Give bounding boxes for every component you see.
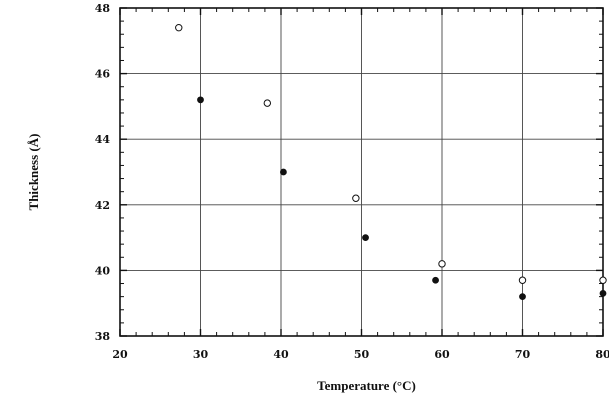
filled-data-point bbox=[362, 234, 369, 242]
tick-label-layer: 20 30 40 50 60 70 80 38 40 42 44 46 48 bbox=[95, 2, 609, 361]
grid-layer bbox=[120, 8, 603, 336]
filled-data-point bbox=[432, 276, 439, 284]
filled-data-point bbox=[197, 96, 204, 104]
open-data-point bbox=[599, 276, 607, 284]
x-axis-title: Temperature (°C) bbox=[317, 378, 416, 393]
y-tick-label: 42 bbox=[95, 199, 110, 212]
x-tick-label: 40 bbox=[273, 348, 289, 361]
open-data-point bbox=[518, 276, 527, 284]
open-data-point bbox=[175, 23, 183, 32]
y-tick-label: 44 bbox=[95, 133, 111, 146]
y-axis-title: Thickness (Å) bbox=[26, 134, 41, 211]
y-tick-label: 46 bbox=[95, 68, 111, 81]
x-tick-label: 70 bbox=[515, 348, 531, 361]
x-tick-label: 80 bbox=[595, 348, 609, 361]
y-tick-label: 48 bbox=[95, 2, 111, 15]
filled-data-point bbox=[280, 168, 287, 176]
filled-data-point bbox=[519, 293, 526, 301]
x-tick-label: 60 bbox=[434, 348, 450, 361]
plot-frame bbox=[119, 7, 604, 337]
x-tick-label: 30 bbox=[193, 348, 209, 361]
open-data-point bbox=[438, 260, 446, 268]
open-data-point bbox=[263, 99, 272, 107]
open-data-point bbox=[352, 194, 360, 202]
x-tick-label: 50 bbox=[354, 348, 370, 361]
y-tick-label: 38 bbox=[95, 330, 111, 343]
filled-data-point bbox=[599, 289, 607, 297]
x-tick-label: 20 bbox=[112, 348, 128, 361]
data-point-layer bbox=[175, 23, 607, 301]
y-tick-label: 40 bbox=[95, 264, 111, 277]
